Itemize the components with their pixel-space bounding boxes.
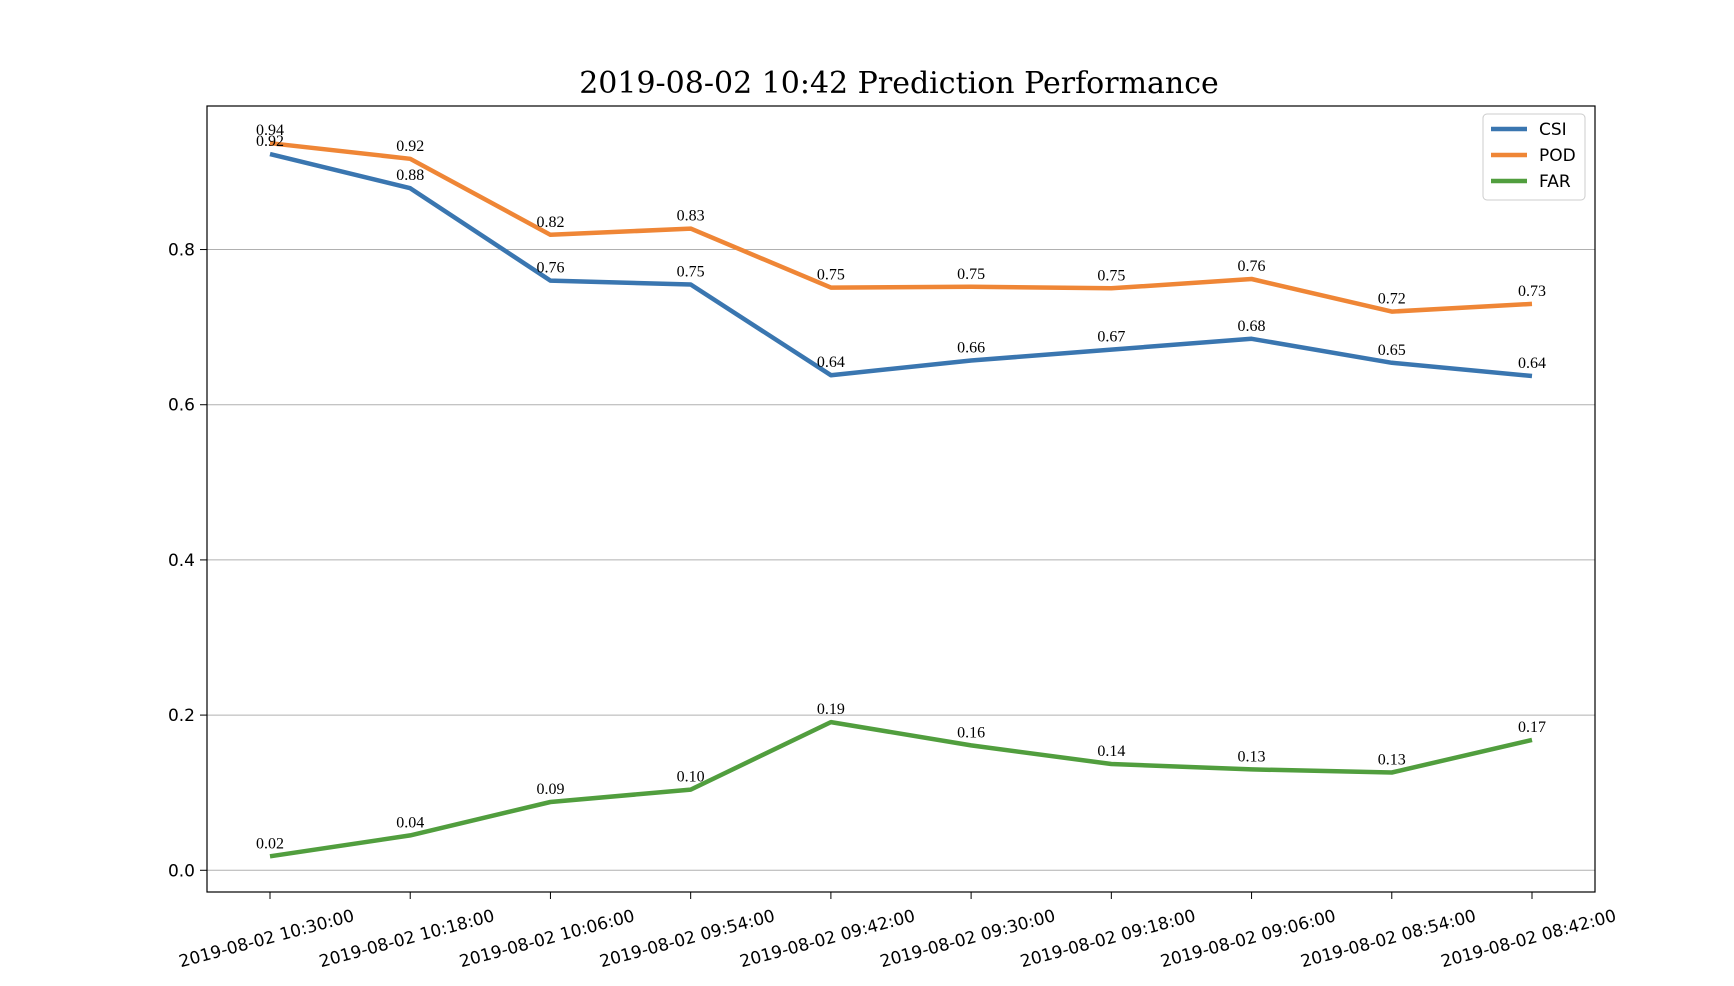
series-layer <box>269 140 1533 859</box>
y-tick-label: 0.4 <box>168 551 195 571</box>
data-label-csi: 0.76 <box>536 260 564 277</box>
data-label-csi: 0.75 <box>677 263 705 280</box>
data-label-csi: 0.92 <box>256 133 284 150</box>
legend: CSI POD FAR <box>1482 113 1586 201</box>
data-label-csi: 0.67 <box>1097 329 1125 346</box>
y-tick-label: 0.2 <box>168 706 195 726</box>
data-label-far: 0.14 <box>1097 743 1125 760</box>
data-label-pod: 0.94 <box>256 122 284 139</box>
legend-label-pod: POD <box>1539 146 1576 166</box>
data-label-pod: 0.92 <box>396 138 424 155</box>
data-label-far: 0.17 <box>1518 719 1546 736</box>
data-label-pod: 0.73 <box>1518 283 1546 300</box>
data-label-pod: 0.75 <box>957 266 985 283</box>
data-label-csi: 0.65 <box>1378 342 1406 359</box>
data-label-pod: 0.82 <box>536 214 564 231</box>
legend-box <box>1482 113 1586 201</box>
data-label-csi: 0.64 <box>1518 355 1546 372</box>
legend-label-csi: CSI <box>1539 120 1567 140</box>
data-label-far: 0.10 <box>677 769 705 786</box>
data-label-pod: 0.75 <box>1097 267 1125 284</box>
chart-title: 2019-08-02 10:42 Prediction Performance <box>579 66 1219 101</box>
data-label-far: 0.09 <box>536 781 564 798</box>
series-line-far <box>269 719 1533 859</box>
data-label-far: 0.02 <box>256 835 284 852</box>
data-label-csi: 0.66 <box>957 339 985 356</box>
data-label-pod: 0.72 <box>1378 291 1406 308</box>
data-label-far: 0.19 <box>817 701 845 718</box>
data-label-far: 0.04 <box>396 814 424 831</box>
data-label-far: 0.16 <box>957 724 985 741</box>
legend-label-far: FAR <box>1539 172 1571 192</box>
data-label-pod: 0.76 <box>1238 258 1266 275</box>
y-tick-label: 0.6 <box>168 396 195 416</box>
grid-layer <box>207 249 1595 871</box>
data-label-pod: 0.83 <box>677 208 705 225</box>
series-line-pod <box>269 140 1533 314</box>
series-line-csi <box>269 151 1533 379</box>
data-label-csi: 0.88 <box>396 167 424 184</box>
data-label-csi: 0.68 <box>1238 318 1266 335</box>
data-label-far: 0.13 <box>1378 752 1406 769</box>
y-tick-label: 0.0 <box>168 861 195 881</box>
data-label-far: 0.13 <box>1238 748 1266 765</box>
data-label-layer: 0.92 0.88 0.76 0.75 0.64 0.66 0.67 0.68 0.65 0.64… <box>256 122 1546 852</box>
data-label-pod: 0.75 <box>817 267 845 284</box>
data-label-csi: 0.64 <box>817 354 845 371</box>
y-tick-label: 0.8 <box>168 241 195 261</box>
plot-frame <box>206 105 1596 893</box>
